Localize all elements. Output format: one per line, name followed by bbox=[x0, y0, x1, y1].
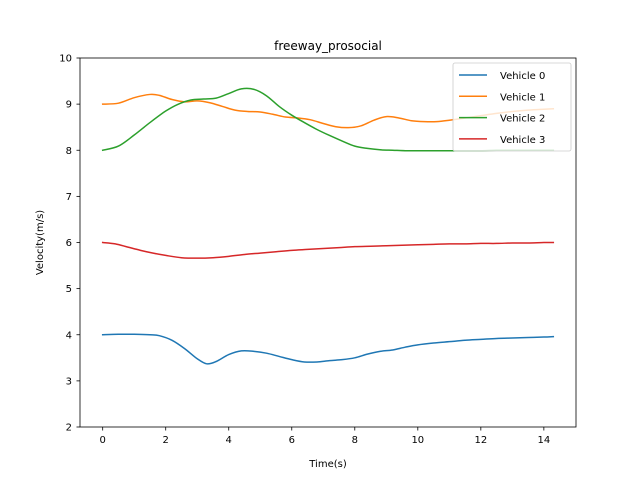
y-tick-label: 8 bbox=[66, 146, 72, 157]
y-axis: 2 3 4 5 6 7 8 9 10 bbox=[59, 54, 80, 434]
legend-label-vehicle-2: Vehicle 2 bbox=[500, 114, 545, 125]
x-tick-label: 14 bbox=[537, 435, 550, 446]
x-tick-label: 12 bbox=[474, 435, 487, 446]
x-tick-label: 6 bbox=[289, 435, 295, 446]
x-tick-label: 2 bbox=[163, 435, 169, 446]
legend: Vehicle 0 Vehicle 1 Vehicle 2 Vehicle 3 bbox=[452, 62, 572, 152]
series-line-vehicle-0 bbox=[101, 333, 555, 365]
x-axis-label: Time(s) bbox=[308, 459, 347, 470]
y-tick-label: 4 bbox=[66, 330, 72, 341]
y-tick-label: 9 bbox=[66, 100, 72, 111]
y-tick-label: 5 bbox=[66, 284, 72, 295]
x-tick-label: 4 bbox=[226, 435, 232, 446]
y-tick-label: 6 bbox=[66, 238, 72, 249]
y-axis-label: Velocity(m/s) bbox=[35, 210, 46, 275]
y-tick-label: 10 bbox=[59, 54, 72, 65]
x-tick-label: 8 bbox=[352, 435, 358, 446]
legend-box bbox=[452, 62, 572, 152]
x-tick-label: 0 bbox=[100, 435, 106, 446]
x-axis: 0 2 4 6 8 10 12 14 bbox=[100, 427, 550, 446]
x-tick-label: 10 bbox=[411, 435, 424, 446]
y-tick-label: 2 bbox=[66, 423, 72, 434]
series-line-vehicle-3 bbox=[101, 241, 555, 259]
chart-title: freeway_prosocial bbox=[274, 39, 382, 53]
y-tick-label: 7 bbox=[66, 192, 72, 203]
legend-label-vehicle-1: Vehicle 1 bbox=[500, 92, 545, 103]
legend-label-vehicle-0: Vehicle 0 bbox=[500, 71, 545, 82]
y-tick-label: 3 bbox=[66, 376, 72, 387]
legend-label-vehicle-3: Vehicle 3 bbox=[500, 135, 545, 146]
